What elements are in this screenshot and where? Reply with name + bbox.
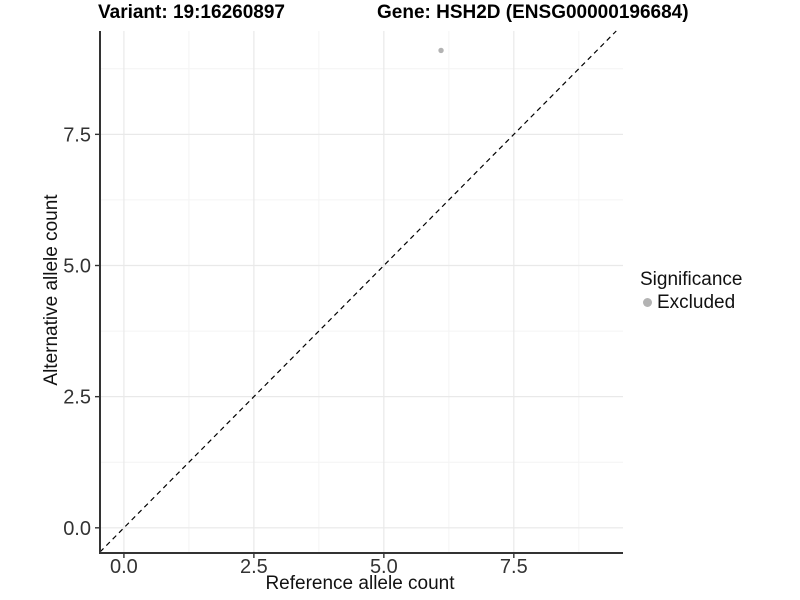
x-tick-label: 5.0 [370, 556, 398, 578]
plot-title-variant: Variant: 19:16260897 [98, 2, 285, 23]
plot-title-gene: Gene: HSH2D (ENSG00000196684) [377, 2, 689, 23]
legend: Significance Excluded [640, 269, 742, 313]
y-tick-label: 0.0 [63, 518, 91, 540]
data-point [438, 47, 444, 54]
y-tick-label: 2.5 [63, 387, 91, 409]
y-tick-label: 5.0 [63, 256, 91, 278]
x-axis-title: Reference allele count [265, 573, 455, 594]
y-axis-title: Alternative allele count [41, 194, 62, 386]
legend-title: Significance [640, 269, 743, 290]
x-tick-label: 0.0 [110, 556, 138, 578]
legend-item-label: Excluded [657, 292, 736, 313]
y-tick-label: 7.5 [63, 124, 91, 146]
x-tick-label: 7.5 [500, 556, 528, 578]
legend-item-excluded: Excluded [640, 292, 742, 313]
identity-reference-line [99, 30, 617, 553]
legend-point-swatch-icon [643, 298, 652, 307]
x-tick-label: 2.5 [240, 556, 268, 578]
